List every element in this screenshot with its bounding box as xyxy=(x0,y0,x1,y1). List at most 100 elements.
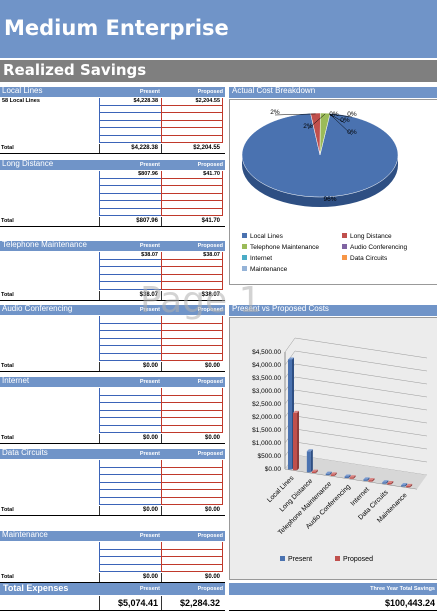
bar-top xyxy=(401,483,408,486)
proposed-cell xyxy=(161,557,223,565)
y-tick-label: $1,500.00 xyxy=(252,427,281,434)
bar-top xyxy=(382,480,389,483)
legend-swatch-data-circuits xyxy=(342,255,347,260)
grid-line xyxy=(294,363,428,385)
bar-top xyxy=(363,477,370,480)
bar-side xyxy=(391,480,394,485)
proposed-cell xyxy=(161,259,223,267)
present-cell xyxy=(99,388,161,396)
page-title: Medium Enterprise xyxy=(4,16,229,40)
legend-label-present: Present xyxy=(288,556,312,563)
legend-label-internet: Internet xyxy=(250,255,272,262)
present-cell xyxy=(99,178,161,186)
y-tick-label: $0.00 xyxy=(265,466,282,473)
bar-side xyxy=(315,469,318,474)
total-proposed: $0.00 xyxy=(204,363,220,369)
pie-label-maintenance: 0% xyxy=(347,129,357,136)
grid-line xyxy=(294,428,428,450)
bar-chart-area: $0.00 $500.00 $1,000.00 $1,500.00 $2,000.00 $… xyxy=(229,317,437,580)
legend-label-telephone-maintenance: Telephone Maintenance xyxy=(250,244,319,251)
proposed-cell xyxy=(161,482,223,490)
total-proposed: $0.00 xyxy=(204,507,220,513)
title-bar xyxy=(0,0,437,58)
total-proposed: $2,204.55 xyxy=(193,145,220,151)
proposed-cell xyxy=(161,475,223,483)
bar-proposed-audio-conferencing xyxy=(349,477,354,479)
grid-line xyxy=(294,350,428,372)
bar-present-audio-conferencing xyxy=(344,476,349,479)
proposed-cell xyxy=(161,564,223,572)
proposed-cell xyxy=(161,201,223,209)
present-cell xyxy=(99,482,161,490)
proposed-cell xyxy=(161,252,223,260)
section-title: Internet xyxy=(2,376,30,385)
bar-top xyxy=(325,471,332,474)
row-proposed-value: $38.07 xyxy=(203,252,220,258)
grid-line xyxy=(294,337,428,359)
bar-top xyxy=(288,357,294,360)
bar-present-maintenance xyxy=(401,485,406,487)
pie-chart: 96%2%2%0%0%0%0%Local Lines Long DistanceT… xyxy=(241,109,407,273)
proposed-cell xyxy=(161,282,223,290)
y-tick-label: $4,000.00 xyxy=(252,362,281,369)
section-title: Local Lines xyxy=(2,86,43,95)
legend-swatch-present xyxy=(280,556,285,561)
y-tick-label: $4,500.00 xyxy=(252,349,281,356)
bar-proposed-local-lines xyxy=(293,412,297,471)
bar-side xyxy=(410,483,413,488)
proposed-column-label: Proposed xyxy=(197,533,223,539)
legend-swatch-proposed xyxy=(335,556,340,561)
section-title: Data Circuits xyxy=(2,448,48,457)
three-year-value: $100,443.24 xyxy=(384,598,435,608)
three-year-label: Three Year Total Savings xyxy=(370,586,435,592)
present-cell xyxy=(99,564,161,572)
present-cell xyxy=(99,171,161,179)
pie-leader-line xyxy=(307,113,326,130)
present-cell xyxy=(99,113,161,121)
section-header-maintenance: Maintenance Present Proposed xyxy=(0,530,225,541)
present-cell xyxy=(99,425,161,433)
proposed-cell xyxy=(161,418,223,426)
bar-top xyxy=(330,472,337,475)
bar-side xyxy=(367,477,370,481)
total-present: $0.00 xyxy=(142,435,158,441)
bar-side xyxy=(386,480,389,484)
bar-proposed-maintenance xyxy=(406,485,411,488)
pie-label-long-distance: 2% xyxy=(270,109,280,116)
bar-top xyxy=(293,410,299,413)
present-cell xyxy=(99,208,161,216)
proposed-cell xyxy=(161,186,223,194)
chart-floor xyxy=(285,455,427,489)
section-rows-telephone-maintenance: $38.07 $38.07 xyxy=(0,252,225,290)
proposed-cell xyxy=(161,120,223,128)
total-label: Total xyxy=(1,218,14,224)
total-expenses-present: $5,074.41 xyxy=(117,598,158,608)
total-present: $0.00 xyxy=(142,507,158,513)
section-rows-data-circuits xyxy=(0,460,225,505)
proposed-cell xyxy=(161,178,223,186)
present-cell xyxy=(99,316,161,324)
present-cell xyxy=(99,467,161,475)
present-cell xyxy=(99,557,161,565)
proposed-cell xyxy=(161,193,223,201)
pie-slice-local-lines xyxy=(241,113,399,198)
bar-present-data-circuits xyxy=(382,482,387,484)
pie-panel-title: Actual Cost Breakdown xyxy=(232,86,316,95)
bar-panel-header: Present vs Proposed Costs xyxy=(229,304,437,316)
proposed-cell xyxy=(161,395,223,403)
bar-top xyxy=(406,483,413,486)
present-cell xyxy=(99,135,161,143)
pie-leader-line xyxy=(329,113,353,118)
bar-present-local-lines xyxy=(288,359,292,470)
present-cell xyxy=(99,353,161,361)
pie-panel-header: Actual Cost Breakdown xyxy=(229,86,437,98)
y-tick-label: $500.00 xyxy=(258,453,282,460)
bar-side xyxy=(310,449,313,473)
bar-chart: $0.00 $500.00 $1,000.00 $1,500.00 $2,000.00 $… xyxy=(252,337,428,563)
present-cell xyxy=(99,331,161,339)
section-rows-internet xyxy=(0,388,225,433)
legend-swatch-maintenance xyxy=(242,266,247,271)
present-cell xyxy=(99,410,161,418)
section-header-telephone-maintenance: Telephone Maintenance Present Proposed xyxy=(0,240,225,251)
section-total-maintenance: Total $0.00 $0.00 xyxy=(0,573,225,583)
